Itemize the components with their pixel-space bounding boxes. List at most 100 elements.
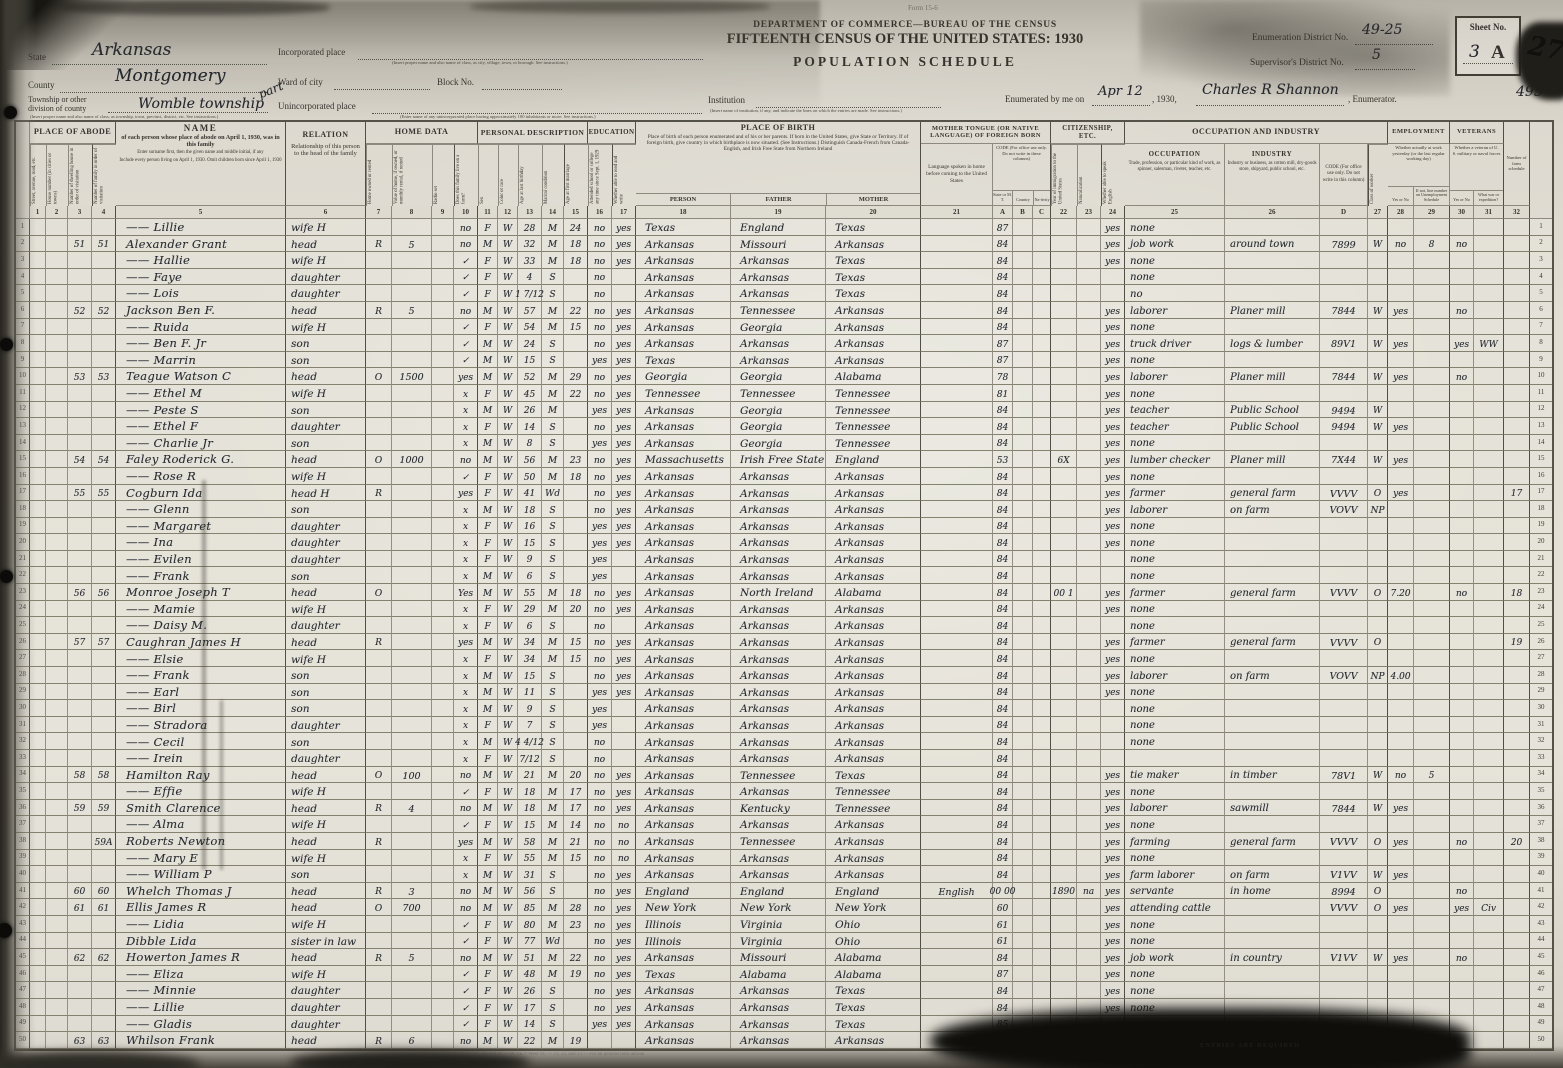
cell: Arkansas: [636, 1015, 731, 1033]
cell: M: [478, 235, 498, 253]
cell: 61: [92, 899, 116, 916]
cell: S: [542, 418, 564, 435]
cell: [564, 534, 588, 551]
cell: [46, 617, 68, 634]
cell: [1013, 899, 1033, 916]
cell: 5: [1414, 766, 1450, 784]
cell: [1474, 932, 1504, 950]
cell: no: [1450, 301, 1474, 319]
cell: daughter: [286, 418, 366, 435]
cell: [1504, 866, 1530, 883]
cell: [366, 384, 392, 402]
cell: yes: [1388, 866, 1414, 883]
line-number-right: 30: [1530, 700, 1552, 717]
cell: [1504, 451, 1530, 468]
line-number-left: 5: [16, 285, 30, 302]
cell: Tennessee: [731, 766, 826, 784]
cell: [921, 899, 993, 916]
cell: [92, 285, 116, 302]
cell: 24: [518, 335, 542, 352]
cell: [1414, 351, 1450, 369]
cell: [46, 766, 68, 784]
line-number-right: 42: [1530, 899, 1552, 916]
cell: Arkansas: [826, 501, 921, 518]
table-row: 37 —— Alma wife H ✓ F W 15 M 14 no no Arkansas Arkan…: [16, 816, 1552, 833]
cell: wife H: [286, 219, 366, 236]
cell: [1504, 899, 1530, 916]
cell: [1225, 517, 1320, 535]
cell: 57: [68, 633, 92, 651]
cell: [921, 301, 993, 319]
line-number-right: 13: [1530, 418, 1552, 435]
cell: [1051, 335, 1077, 352]
cell: F: [478, 268, 498, 286]
hole-punch: [0, 338, 13, 351]
cell: [1388, 783, 1414, 800]
cell: [1474, 434, 1504, 452]
cell: [1450, 617, 1474, 634]
cell: [30, 733, 46, 750]
cell: Arkansas: [731, 467, 826, 485]
cell: [1450, 285, 1474, 302]
date-line: [1092, 104, 1150, 106]
cell: [1013, 1032, 1033, 1049]
cell: daughter: [286, 982, 366, 999]
cell: Georgia: [731, 434, 826, 452]
cell: yes: [612, 633, 636, 651]
cell: [92, 998, 116, 1016]
incorporated-label: Incorporated place: [278, 47, 346, 57]
cell: [1414, 832, 1450, 850]
cell: [1368, 683, 1388, 701]
cell: daughter: [286, 550, 366, 568]
cell: S: [542, 617, 564, 634]
cell: 53: [68, 368, 92, 385]
cell: [1368, 434, 1388, 452]
cell: yes: [1101, 252, 1125, 269]
line-number-left: 40: [16, 866, 30, 883]
cell: [68, 418, 92, 435]
cell: 84: [993, 550, 1013, 568]
ward-line: [334, 88, 430, 90]
cell: [1225, 318, 1320, 336]
cell: [30, 434, 46, 452]
cell: [68, 998, 92, 1016]
cell: [921, 1015, 993, 1033]
cell: M: [478, 401, 498, 419]
cell: [1077, 484, 1101, 502]
cell: na: [1077, 882, 1101, 900]
cell: [1320, 534, 1368, 551]
cell: [1414, 401, 1450, 419]
cell: [68, 351, 92, 369]
cell: Texas: [826, 982, 921, 999]
cell: [30, 932, 46, 950]
cell: yes: [612, 252, 636, 269]
cell: [1033, 567, 1051, 585]
cell: [921, 384, 993, 402]
cell: head: [286, 899, 366, 916]
cell: job work: [1125, 235, 1225, 253]
cell: Georgia: [636, 368, 731, 385]
cell: 54: [92, 451, 116, 468]
cell: English: [921, 882, 993, 900]
cell: Arkansas: [731, 650, 826, 668]
cell: M: [478, 351, 498, 369]
cell: M: [478, 667, 498, 684]
cell: [921, 467, 993, 485]
enumerated-date: Apr 12: [1098, 84, 1143, 99]
cell: [392, 384, 432, 402]
col-occupation: OCCUPATION Trade, profession, or particu…: [1125, 144, 1225, 206]
cell: yes: [612, 766, 636, 784]
cell: [1504, 667, 1530, 684]
cell: [1225, 467, 1320, 485]
col-street: Street, avenue, road, etc.: [30, 144, 46, 206]
cell: M: [478, 335, 498, 352]
cell: W: [498, 633, 518, 651]
cell: [1474, 301, 1504, 319]
cell: W: [498, 401, 518, 419]
cell: W: [498, 882, 518, 900]
cell: F: [478, 534, 498, 551]
cell: —— Glenn: [116, 501, 286, 518]
cell: daughter: [286, 998, 366, 1016]
